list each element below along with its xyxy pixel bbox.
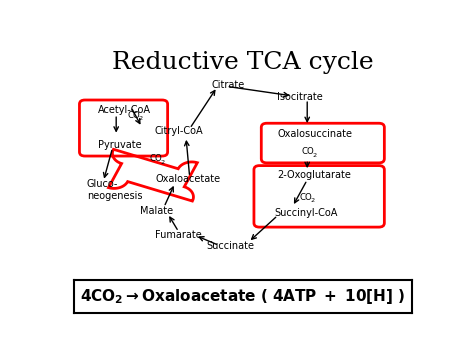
Text: Malate: Malate <box>140 206 173 216</box>
Text: CO: CO <box>127 110 140 120</box>
Text: 2: 2 <box>311 198 315 203</box>
Text: Fumarate: Fumarate <box>155 230 202 240</box>
Text: Oxaloacetate: Oxaloacetate <box>155 174 220 184</box>
Text: Oxalosuccinate: Oxalosuccinate <box>277 129 352 139</box>
Text: CO: CO <box>301 147 314 157</box>
Text: Reductive TCA cycle: Reductive TCA cycle <box>112 51 374 74</box>
Text: 2-Oxoglutarate: 2-Oxoglutarate <box>278 170 352 180</box>
Text: 2: 2 <box>138 116 142 121</box>
Text: CO: CO <box>300 192 313 202</box>
Text: Pyruvate: Pyruvate <box>98 140 141 150</box>
Text: Acetyl-CoA: Acetyl-CoA <box>98 105 151 115</box>
Text: Succinyl-CoA: Succinyl-CoA <box>274 208 337 218</box>
Text: Gluco-
neogenesis: Gluco- neogenesis <box>87 179 142 201</box>
Text: Succinate: Succinate <box>206 241 254 251</box>
Text: 2: 2 <box>160 159 164 165</box>
Text: 2: 2 <box>313 153 317 158</box>
Text: Isocitrate: Isocitrate <box>277 92 323 102</box>
Text: Citrate: Citrate <box>211 80 245 90</box>
Text: CO: CO <box>149 154 162 163</box>
Text: Citryl-CoA: Citryl-CoA <box>155 126 203 136</box>
